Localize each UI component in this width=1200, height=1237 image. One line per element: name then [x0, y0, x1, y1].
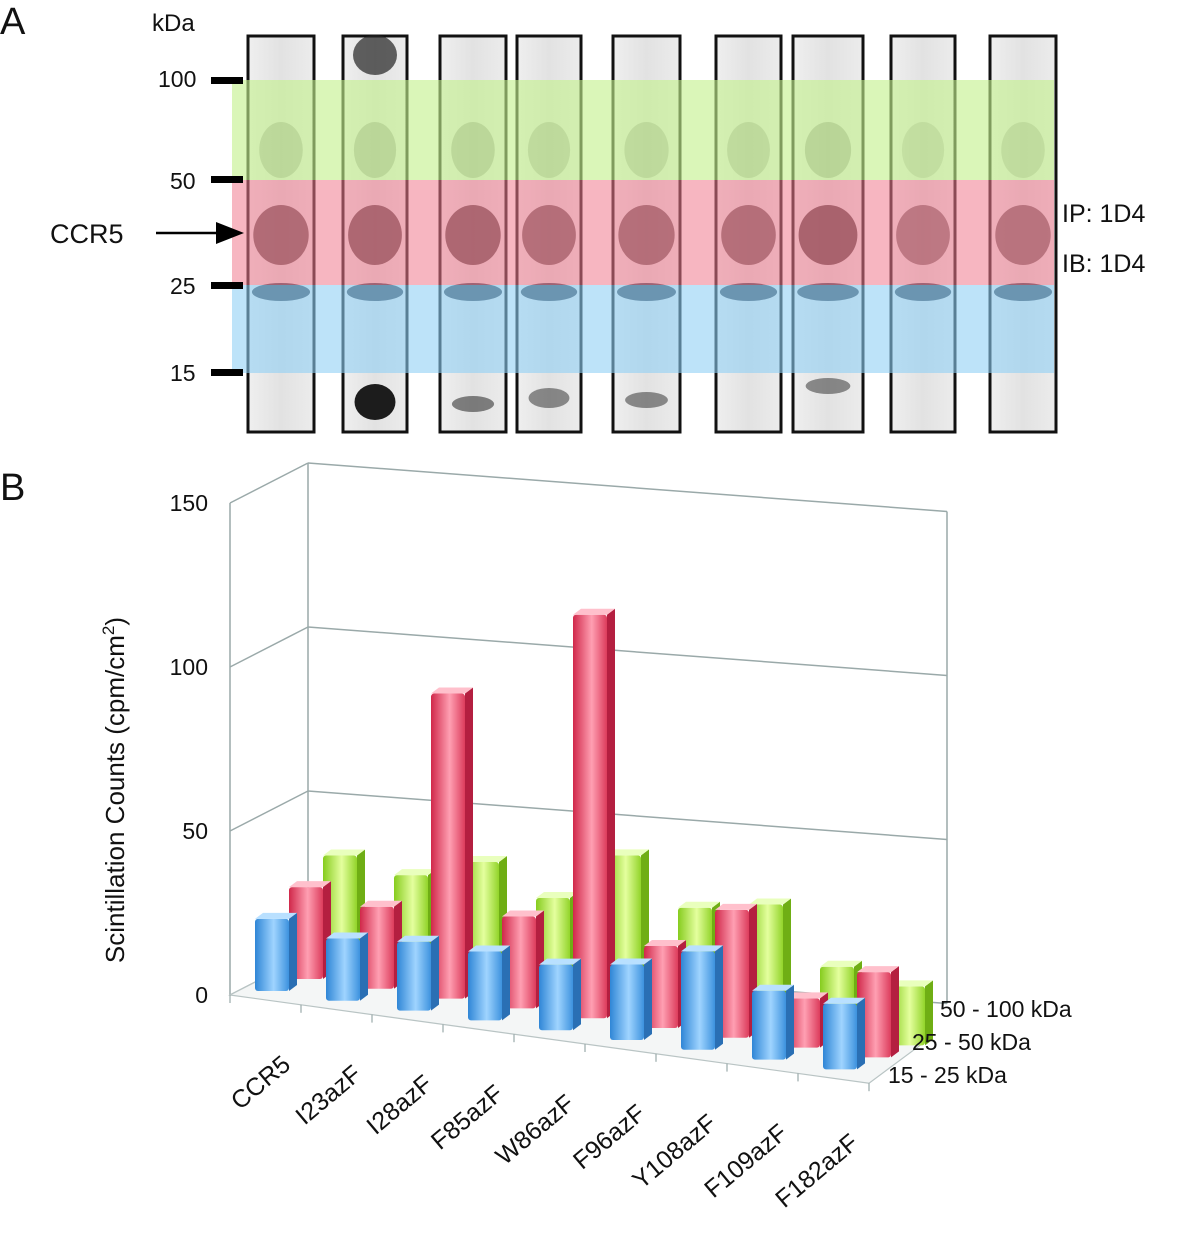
panel-a-letter: A: [0, 1, 26, 43]
x-tick-label: I23azF: [290, 1060, 367, 1131]
gridline-back-wall: [307, 790, 948, 841]
band-overlay-50-100: [232, 80, 1054, 180]
chart-bars: [255, 608, 933, 1070]
bar-15-25kDa-F109azF: [752, 984, 794, 1060]
gridline-left-wall: [229, 790, 309, 832]
y-tick-label: 100: [170, 654, 208, 680]
y-axis-ticks: 0 50 100 150: [170, 490, 208, 1008]
bar-15-25kDa-F96azF: [610, 958, 652, 1040]
mw-marker-100: 100: [158, 66, 243, 92]
series-label: 50 - 100 kDa: [940, 996, 1072, 1022]
series-depth-labels: 15 - 25 kDa 25 - 50 kDa 50 - 100 kDa: [888, 996, 1072, 1088]
ip-label: IP: 1D4: [1062, 200, 1145, 228]
panel-b-letter: B: [0, 467, 25, 509]
bar-15-25kDa-W86azF: [539, 958, 581, 1031]
mw-marker-label: 100: [158, 66, 196, 92]
mw-marker-label: 15: [170, 360, 196, 386]
mw-unit-label: kDa: [152, 10, 195, 37]
bar-15-25kDa-Y108azF: [681, 945, 723, 1050]
bar-15-25kDa-I23azF: [326, 932, 368, 1001]
x-tick-label: I28azF: [361, 1070, 438, 1141]
panel-a-western-blot: A kDa 100 50 25 15 CCR5 IP: 1D: [0, 1, 1145, 434]
y-tick-label: 0: [195, 982, 208, 1008]
bar-15-25kDa-I28azF: [397, 935, 439, 1011]
y-axis-title: Scintillation Counts (cpm/cm2): [99, 617, 130, 963]
y-tick-label: 150: [170, 490, 208, 516]
x-axis-labels: CCR5I23azFI28azFF85azFW86azFF96azFY108az…: [226, 1050, 864, 1213]
band-overlay-15-25: [232, 285, 1054, 373]
mw-marker-15: 15: [170, 360, 243, 386]
y-tick-label: 50: [182, 818, 208, 844]
mw-marker-label: 50: [170, 168, 196, 194]
gridline-back-wall: [307, 462, 948, 513]
panel-b-bar-chart: B Scintillation Counts (cpm/cm2) 0 50 100 1…: [0, 462, 1072, 1213]
bar-25-50kDa-I28azF: [431, 687, 473, 999]
bar-15-25kDa-CCR5: [255, 912, 297, 991]
bar-25-50kDa-F182azF: [857, 966, 899, 1058]
ccr5-label: CCR5: [50, 219, 124, 249]
ib-label: IB: 1D4: [1062, 250, 1145, 278]
bar-15-25kDa-F182azF: [823, 997, 865, 1070]
series-label: 25 - 50 kDa: [912, 1029, 1031, 1055]
mw-marker-50: 50: [170, 168, 243, 194]
ccr5-arrow-annotation: CCR5: [50, 219, 244, 249]
bar-25-50kDa-W86azF: [573, 608, 615, 1019]
x-tick-label: CCR5: [226, 1050, 296, 1115]
mw-marker-25: 25: [170, 273, 243, 299]
band-overlay-25-50: [232, 180, 1054, 285]
arrow-head-icon: [216, 222, 244, 244]
gridline-back-wall: [307, 626, 948, 677]
gridline-left-wall: [229, 462, 309, 504]
mw-marker-label: 25: [170, 273, 196, 299]
bar-50-100kDa-F182azF: [891, 980, 933, 1046]
series-label: 15 - 25 kDa: [888, 1062, 1007, 1088]
gridline-left-wall: [229, 626, 309, 668]
bar-15-25kDa-F85azF: [468, 945, 510, 1021]
